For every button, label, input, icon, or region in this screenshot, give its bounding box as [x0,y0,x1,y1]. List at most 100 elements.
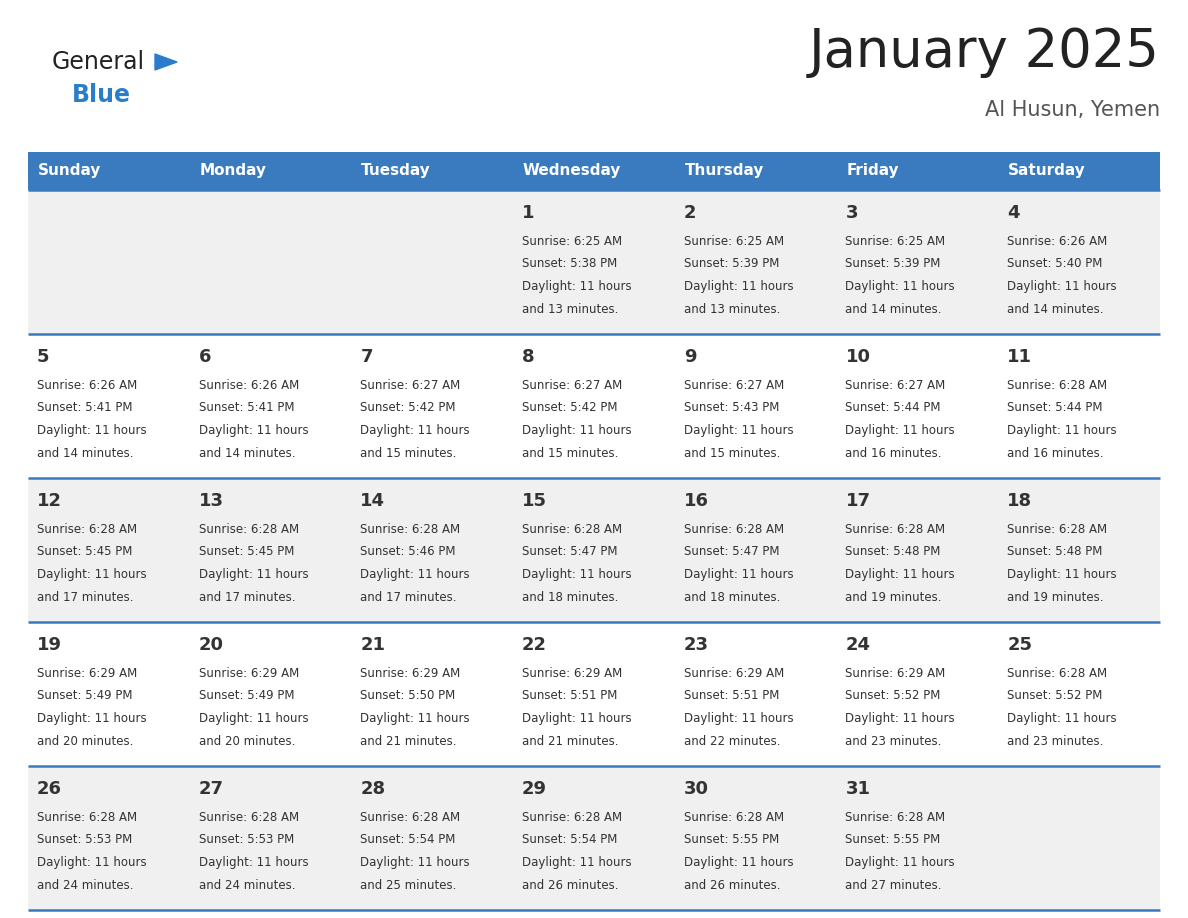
Text: Sunrise: 6:29 AM: Sunrise: 6:29 AM [522,666,623,679]
Bar [29,334,1159,478]
Text: Sunrise: 6:27 AM: Sunrise: 6:27 AM [684,378,784,392]
Text: and 20 minutes.: and 20 minutes. [198,735,295,748]
Text: and 19 minutes.: and 19 minutes. [1007,591,1104,604]
Text: Sunrise: 6:27 AM: Sunrise: 6:27 AM [360,378,461,392]
Text: Sunset: 5:45 PM: Sunset: 5:45 PM [37,545,132,558]
Text: 29: 29 [522,780,546,799]
Text: and 14 minutes.: and 14 minutes. [198,447,295,460]
Text: 8: 8 [522,349,535,366]
Text: and 18 minutes.: and 18 minutes. [522,591,619,604]
Text: General: General [52,50,145,74]
Text: 31: 31 [846,780,871,799]
Text: Sunrise: 6:29 AM: Sunrise: 6:29 AM [360,666,461,679]
Text: Sunrise: 6:28 AM: Sunrise: 6:28 AM [684,811,784,823]
Text: Sunrise: 6:29 AM: Sunrise: 6:29 AM [684,666,784,679]
Text: 10: 10 [846,349,871,366]
Text: and 15 minutes.: and 15 minutes. [684,447,781,460]
Text: Daylight: 11 hours: Daylight: 11 hours [684,424,794,437]
Text: Daylight: 11 hours: Daylight: 11 hours [198,712,308,725]
Text: Daylight: 11 hours: Daylight: 11 hours [846,424,955,437]
Text: Sunset: 5:47 PM: Sunset: 5:47 PM [684,545,779,558]
Text: Sunset: 5:51 PM: Sunset: 5:51 PM [684,689,779,702]
Text: Sunset: 5:55 PM: Sunset: 5:55 PM [846,834,941,846]
Text: 17: 17 [846,492,871,510]
Text: Thursday: Thursday [684,163,764,178]
Text: Daylight: 11 hours: Daylight: 11 hours [684,568,794,581]
Text: Sunset: 5:39 PM: Sunset: 5:39 PM [846,257,941,271]
Text: Daylight: 11 hours: Daylight: 11 hours [1007,712,1117,725]
Text: Al Husun, Yemen: Al Husun, Yemen [985,100,1159,120]
Text: and 14 minutes.: and 14 minutes. [846,303,942,316]
Text: Sunset: 5:43 PM: Sunset: 5:43 PM [684,401,779,414]
Text: Sunset: 5:38 PM: Sunset: 5:38 PM [522,257,618,271]
Text: Sunrise: 6:26 AM: Sunrise: 6:26 AM [37,378,137,392]
Text: Sunrise: 6:28 AM: Sunrise: 6:28 AM [1007,378,1107,392]
Text: Sunset: 5:54 PM: Sunset: 5:54 PM [522,834,618,846]
Text: and 16 minutes.: and 16 minutes. [1007,447,1104,460]
Text: and 17 minutes.: and 17 minutes. [37,591,133,604]
Text: 12: 12 [37,492,62,510]
Text: and 26 minutes.: and 26 minutes. [522,879,619,892]
Text: Sunrise: 6:28 AM: Sunrise: 6:28 AM [360,811,461,823]
Text: and 21 minutes.: and 21 minutes. [522,735,619,748]
Text: Sunset: 5:53 PM: Sunset: 5:53 PM [198,834,293,846]
Text: 30: 30 [684,780,709,799]
Text: Sunset: 5:41 PM: Sunset: 5:41 PM [37,401,132,414]
Bar [29,766,1159,910]
Text: Sunset: 5:45 PM: Sunset: 5:45 PM [198,545,293,558]
Text: and 15 minutes.: and 15 minutes. [522,447,619,460]
Text: Daylight: 11 hours: Daylight: 11 hours [522,424,632,437]
Text: Sunrise: 6:27 AM: Sunrise: 6:27 AM [522,378,623,392]
Text: Sunrise: 6:29 AM: Sunrise: 6:29 AM [198,666,299,679]
Text: Sunrise: 6:28 AM: Sunrise: 6:28 AM [37,522,137,535]
Text: Daylight: 11 hours: Daylight: 11 hours [684,712,794,725]
Text: and 22 minutes.: and 22 minutes. [684,735,781,748]
Text: 14: 14 [360,492,385,510]
Text: Sunrise: 6:28 AM: Sunrise: 6:28 AM [37,811,137,823]
Text: Sunrise: 6:28 AM: Sunrise: 6:28 AM [846,811,946,823]
Text: Sunrise: 6:26 AM: Sunrise: 6:26 AM [198,378,299,392]
Text: Daylight: 11 hours: Daylight: 11 hours [37,712,146,725]
Text: 2: 2 [684,205,696,222]
Text: Daylight: 11 hours: Daylight: 11 hours [37,856,146,869]
Text: Daylight: 11 hours: Daylight: 11 hours [198,856,308,869]
Text: Sunset: 5:46 PM: Sunset: 5:46 PM [360,545,456,558]
Text: Sunset: 5:53 PM: Sunset: 5:53 PM [37,834,132,846]
Bar [29,152,1159,190]
Text: Daylight: 11 hours: Daylight: 11 hours [846,280,955,293]
Text: Daylight: 11 hours: Daylight: 11 hours [37,424,146,437]
Text: Sunrise: 6:28 AM: Sunrise: 6:28 AM [522,811,623,823]
Text: Sunset: 5:49 PM: Sunset: 5:49 PM [37,689,132,702]
Text: Daylight: 11 hours: Daylight: 11 hours [522,712,632,725]
Text: Sunset: 5:51 PM: Sunset: 5:51 PM [522,689,618,702]
Text: Sunrise: 6:28 AM: Sunrise: 6:28 AM [846,522,946,535]
Text: Sunset: 5:50 PM: Sunset: 5:50 PM [360,689,455,702]
Text: Sunrise: 6:29 AM: Sunrise: 6:29 AM [37,666,137,679]
Text: 24: 24 [846,636,871,655]
Text: Sunrise: 6:28 AM: Sunrise: 6:28 AM [1007,522,1107,535]
Text: Sunset: 5:44 PM: Sunset: 5:44 PM [846,401,941,414]
Text: and 14 minutes.: and 14 minutes. [1007,303,1104,316]
Text: Sunset: 5:52 PM: Sunset: 5:52 PM [846,689,941,702]
Text: and 17 minutes.: and 17 minutes. [198,591,295,604]
Text: Daylight: 11 hours: Daylight: 11 hours [37,568,146,581]
Text: and 24 minutes.: and 24 minutes. [37,879,133,892]
Text: and 13 minutes.: and 13 minutes. [522,303,619,316]
Text: Sunrise: 6:26 AM: Sunrise: 6:26 AM [1007,235,1107,248]
Text: Daylight: 11 hours: Daylight: 11 hours [1007,280,1117,293]
Text: Sunday: Sunday [38,163,101,178]
Text: Sunset: 5:48 PM: Sunset: 5:48 PM [846,545,941,558]
Text: Blue: Blue [72,83,131,107]
Text: and 15 minutes.: and 15 minutes. [360,447,456,460]
Text: Sunrise: 6:28 AM: Sunrise: 6:28 AM [198,522,298,535]
Text: 20: 20 [198,636,223,655]
Text: 15: 15 [522,492,546,510]
Text: Daylight: 11 hours: Daylight: 11 hours [360,856,470,869]
Text: Sunrise: 6:28 AM: Sunrise: 6:28 AM [198,811,298,823]
Text: Sunset: 5:44 PM: Sunset: 5:44 PM [1007,401,1102,414]
Bar [29,190,1159,334]
Text: and 14 minutes.: and 14 minutes. [37,447,133,460]
Text: and 17 minutes.: and 17 minutes. [360,591,457,604]
Text: and 27 minutes.: and 27 minutes. [846,879,942,892]
Text: Sunrise: 6:25 AM: Sunrise: 6:25 AM [684,235,784,248]
